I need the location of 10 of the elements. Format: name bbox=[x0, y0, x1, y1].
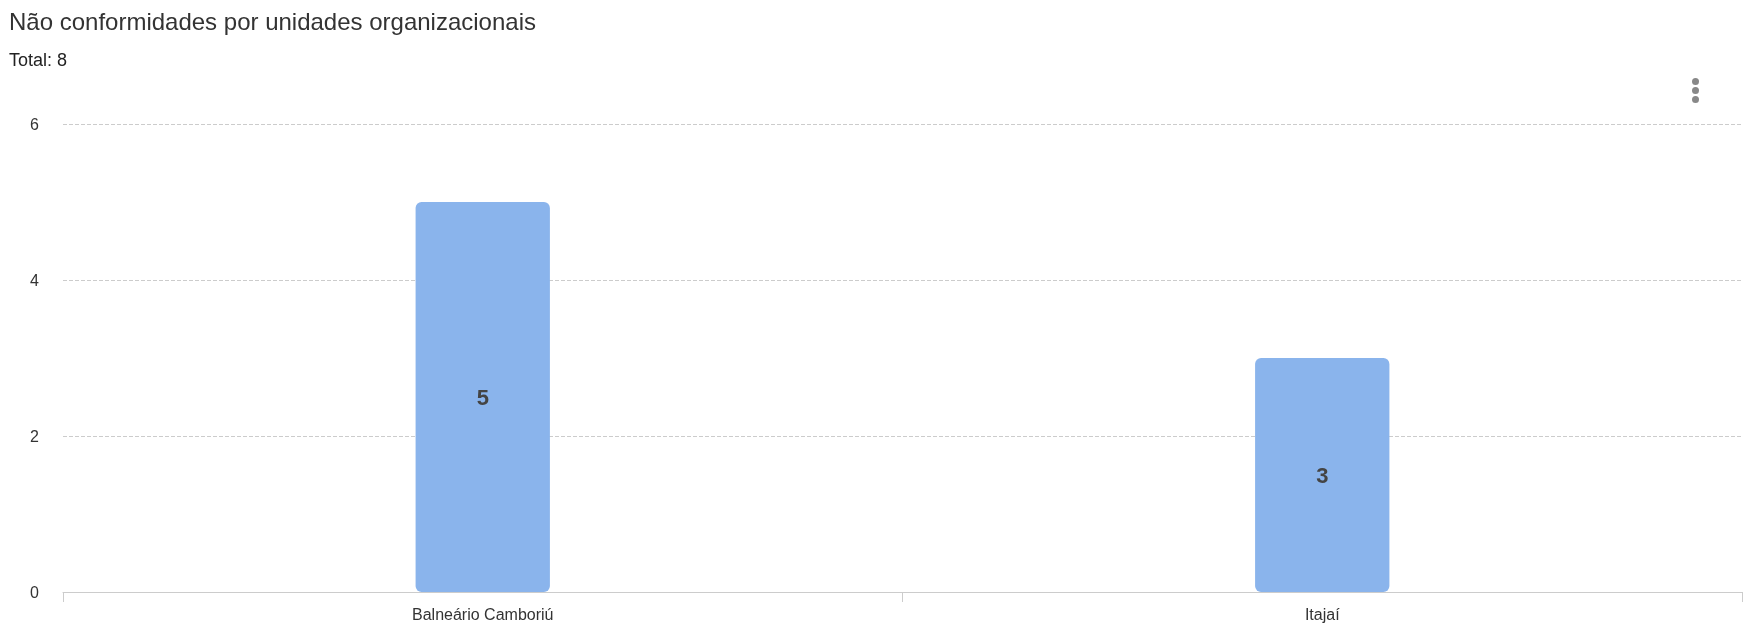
y-tick-label: 0 bbox=[30, 583, 40, 601]
y-tick-label: 6 bbox=[30, 115, 40, 133]
data-label: 3 bbox=[1316, 462, 1329, 488]
y-tick-label: 2 bbox=[30, 427, 40, 445]
x-tick-label: Balneário Camboriú bbox=[412, 605, 554, 623]
x-tick-label: Itajaí bbox=[1304, 605, 1341, 623]
chart-subtitle: Total: 8 bbox=[9, 50, 68, 70]
y-tick-label: 4 bbox=[30, 271, 40, 289]
chart-title: Não conformidades por unidades organizacionais bbox=[9, 7, 536, 35]
data-label: 5 bbox=[476, 384, 489, 410]
